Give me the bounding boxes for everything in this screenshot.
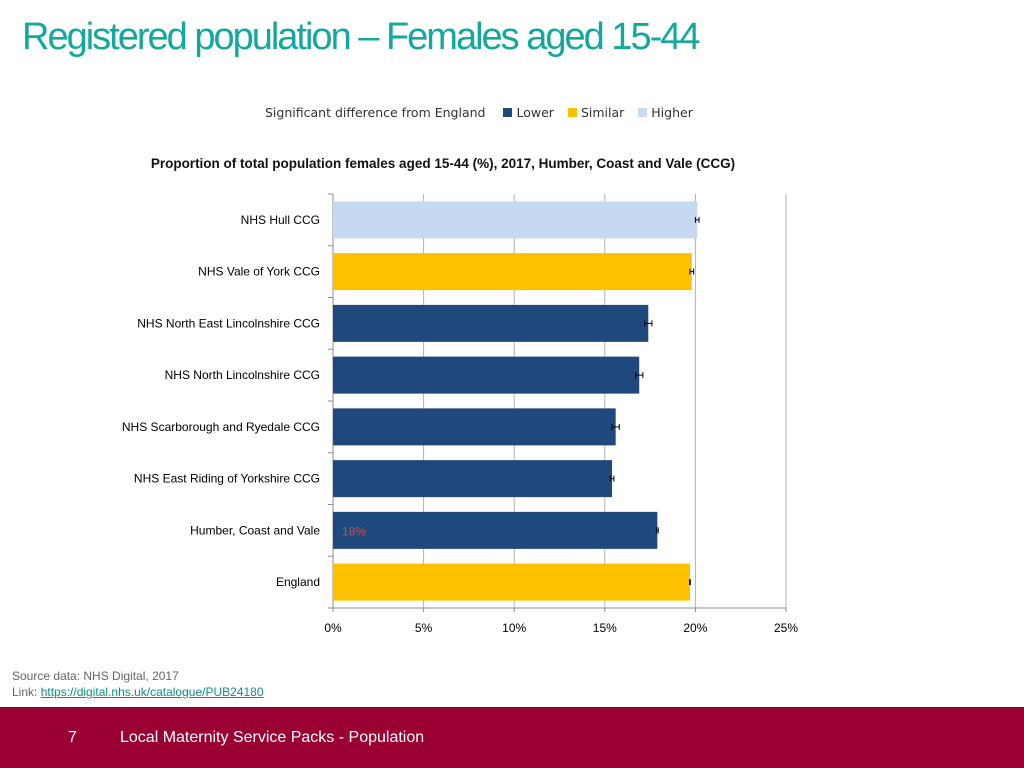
source-line: Source data: NHS Digital, 2017 [12, 669, 179, 683]
footer-text: Local Maternity Service Packs - Populati… [120, 729, 425, 746]
category-label: Humber, Coast and Vale [190, 523, 320, 537]
source-link[interactable]: https://digital.nhs.uk/catalogue/PUB2418… [40, 685, 264, 699]
bar [333, 563, 690, 601]
page-number: 7 [68, 729, 77, 746]
category-label: NHS East Riding of Yorkshire CCG [134, 472, 320, 486]
legend-label-similar: Similar [580, 104, 625, 120]
legend-swatch-higher [638, 107, 648, 117]
x-tick-label: 15% [593, 621, 617, 635]
chart-title: Proportion of total population females a… [150, 156, 736, 171]
bar-chart: NHS Hull CCG NHS Vale of York CCG NHS Nort… [122, 193, 798, 635]
bar [333, 253, 692, 291]
bar [333, 201, 698, 239]
category-label: England [276, 575, 320, 589]
bar [333, 356, 640, 394]
legend-swatch-lower [503, 107, 513, 117]
legend-item-lower: Lower [503, 104, 554, 120]
legend-swatch-similar [567, 107, 577, 117]
link-label: Link: [12, 685, 41, 699]
legend-lead: Significant difference from England [265, 104, 486, 120]
significance-legend: Significant difference from England Lowe… [265, 103, 707, 121]
bar [333, 304, 649, 342]
source-note: Source data: NHS Digital, 2017 Link: htt… [12, 668, 264, 700]
legend-label-lower: Lower [516, 104, 554, 120]
data-label: 18% [342, 524, 366, 538]
category-label: NHS Hull CCG [241, 213, 320, 227]
bar [333, 408, 616, 446]
bar [333, 511, 658, 549]
x-tick-label: 20% [683, 621, 707, 635]
link-line: Link: https://digital.nhs.uk/catalogue/P… [12, 684, 264, 700]
legend-item-higher: Higher [638, 105, 693, 120]
x-tick-label: 0% [324, 621, 342, 635]
x-tick-label: 5% [415, 621, 433, 635]
category-label: NHS North East Lincolnshire CCG [137, 316, 320, 330]
legend-label-higher: Higher [651, 104, 693, 120]
x-tick-label: 25% [774, 621, 798, 635]
bar [333, 460, 613, 498]
category-label: NHS Vale of York CCG [198, 265, 320, 279]
legend-item-similar: Similar [567, 104, 625, 120]
slide-title: Registered population – Females aged 15-… [22, 16, 701, 58]
x-tick-label: 10% [502, 621, 526, 635]
category-label: NHS North Lincolnshire CCG [165, 368, 320, 382]
footer-bar: 7 Local Maternity Service Packs - Popula… [0, 707, 1024, 768]
category-label: NHS Scarborough and Ryedale CCG [122, 420, 320, 434]
